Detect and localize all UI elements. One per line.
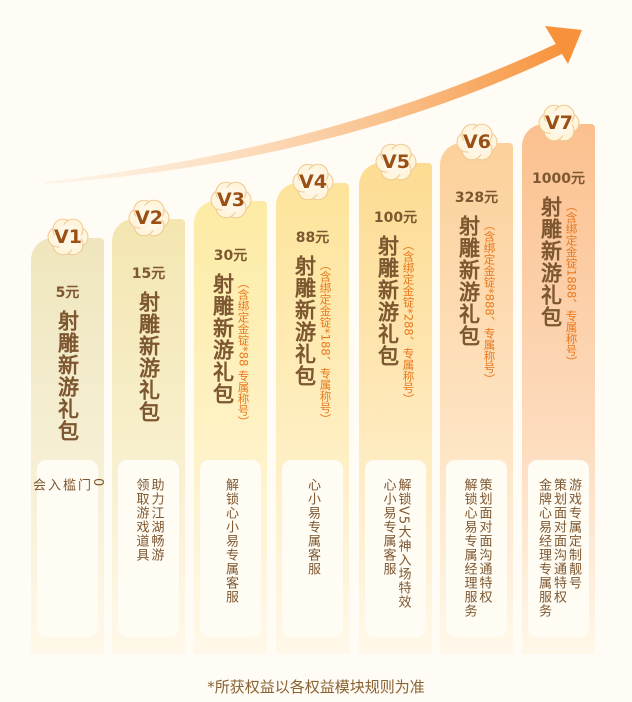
gift-pack-title: 射雕新游礼包 — [292, 255, 317, 387]
level-card-v7: V7 1000元 射雕新游礼包 （含绑定金锭1888、专属称号） 游戏专属定制靓… — [522, 104, 595, 654]
level-card-v3: V3 30元 射雕新游礼包 （含绑定金锭*88 专属称号） 解锁心小易专属客服 — [194, 181, 267, 654]
level-label: V3 — [217, 189, 245, 211]
gift-pack-title: 射雕新游礼包 — [456, 215, 481, 347]
level-badge: V5 — [373, 141, 419, 183]
level-label: V6 — [463, 131, 491, 153]
level-badge: V7 — [536, 102, 582, 144]
gift-pack-note: （含绑定金锭*188、专属称号） — [318, 259, 333, 425]
level-badge: V6 — [454, 121, 500, 163]
level-label: V5 — [382, 151, 410, 173]
benefit-box: 解锁V5大神入场特效 心小易专属客服 — [365, 460, 426, 637]
gift-pack-title: 射雕新游礼包 — [375, 235, 400, 367]
benefit-box: 解锁心小易专属客服 — [200, 460, 261, 637]
level-badge: V2 — [126, 197, 172, 239]
benefit-box: 策划面对面沟通特权 解锁心易专属经理服务 — [446, 460, 507, 637]
level-price: 5元 — [55, 285, 80, 301]
benefit-text: 解锁心小易专属客服 — [223, 478, 238, 604]
gift-pack-note: （含绑定金锭*288、专属称号） — [401, 239, 416, 405]
gift-pack-note: （含绑定金锭*88 专属称号） — [236, 277, 251, 428]
level-price: 88元 — [295, 230, 330, 246]
level-price: 30元 — [213, 248, 248, 264]
benefit-text: 游戏专属定制靓号 策划面对面沟通特权 金牌心易经理专属服务 — [536, 478, 581, 618]
level-label: V2 — [135, 207, 163, 229]
flower-badge-icon — [292, 163, 334, 201]
level-label: V1 — [54, 226, 82, 248]
gift-pack-title: 射雕新游礼包 — [136, 291, 161, 423]
level-badge: V3 — [208, 179, 254, 221]
level-label: V4 — [299, 171, 327, 193]
growth-arrow-icon — [45, 26, 582, 184]
benefit-text: 0 门 槛 入 会 — [30, 478, 105, 492]
level-card-v5: V5 100元 射雕新游礼包 （含绑定金锭*288、专属称号） 解锁V5大神入场… — [359, 143, 432, 654]
flower-badge-icon — [538, 104, 580, 142]
flower-badge-icon — [210, 181, 252, 219]
benefit-text: 心小易专属客服 — [305, 478, 320, 576]
footer-disclaimer: *所获权益以各权益模块规则为准 — [207, 678, 425, 696]
level-badge: V4 — [290, 161, 336, 203]
gift-pack-title: 射雕新游礼包 — [538, 196, 563, 328]
flower-badge-icon — [456, 123, 498, 161]
benefit-text: 解锁V5大神入场特效 心小易专属客服 — [380, 478, 411, 610]
benefit-box: 心小易专属客服 — [282, 460, 343, 637]
benefit-text: 助力江湖畅游 领取游戏道具 — [133, 478, 164, 562]
gift-pack-note: （含绑定金锭*888、专属称号） — [482, 219, 497, 385]
benefit-text: 策划面对面沟通特权 解锁心易专属经理服务 — [461, 478, 492, 618]
level-card-v1: V1 5元 射雕新游礼包 0 门 槛 入 会 — [30, 218, 105, 654]
gift-pack-title: 射雕新游礼包 — [55, 310, 80, 442]
benefit-box: 0 门 槛 入 会 — [30, 460, 105, 637]
flower-badge-icon — [375, 143, 417, 181]
level-card-v4: V4 88元 射雕新游礼包 （含绑定金锭*188、专属称号） 心小易专属客服 — [276, 163, 349, 654]
level-price: 1000元 — [532, 171, 585, 187]
level-label: V7 — [545, 112, 573, 134]
level-price: 328元 — [454, 190, 499, 206]
level-price: 100元 — [373, 210, 418, 226]
benefit-box: 游戏专属定制靓号 策划面对面沟通特权 金牌心易经理专属服务 — [528, 460, 589, 637]
flower-badge-icon — [128, 199, 170, 237]
level-badge: V1 — [45, 216, 91, 258]
gift-pack-title: 射雕新游礼包 — [210, 273, 235, 405]
flower-badge-icon — [47, 218, 89, 256]
gift-pack-note: （含绑定金锭1888、专属称号） — [564, 200, 579, 368]
benefit-box: 助力江湖畅游 领取游戏道具 — [118, 460, 179, 637]
level-card-v2: V2 15元 射雕新游礼包 助力江湖畅游 领取游戏道具 — [112, 199, 185, 654]
level-price: 15元 — [131, 266, 166, 282]
level-card-v6: V6 328元 射雕新游礼包 （含绑定金锭*888、专属称号） 策划面对面沟通特… — [440, 123, 513, 654]
